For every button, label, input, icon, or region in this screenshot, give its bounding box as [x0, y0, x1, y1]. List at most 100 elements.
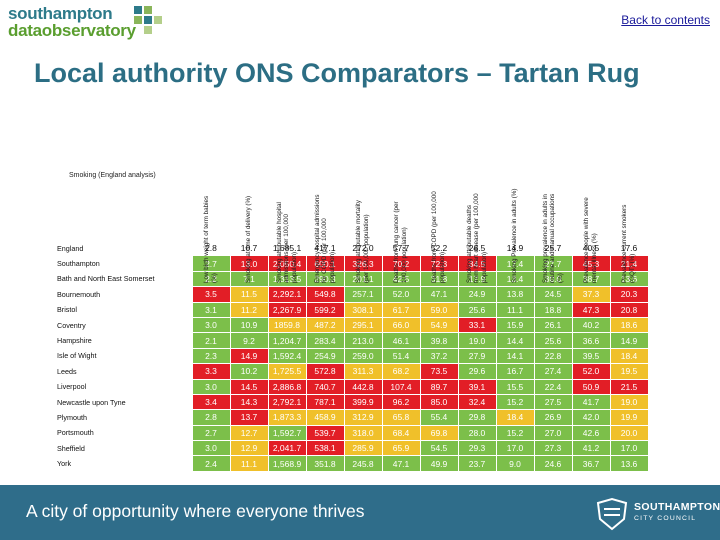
table-cell: 15.2	[496, 425, 535, 442]
column-header-line: Emergency hospital admissions	[313, 194, 321, 283]
table-cell: 2,886.8	[268, 379, 307, 395]
table-cell: 36.6	[572, 332, 611, 349]
table-cell: 54.5	[420, 440, 459, 457]
footer-banner: A city of opportunity where everyone thr…	[0, 485, 720, 540]
table-cell: 42.6	[572, 425, 611, 442]
table-cell: 30.0	[534, 271, 573, 288]
column-header: Emergency hospital admissions for COPD (p…	[306, 110, 345, 283]
council-name-line2: CITY COUNCIL	[634, 515, 697, 522]
column-header-line: (per 100,000 population)	[363, 214, 370, 283]
table-row: England 2.8 10.7 1,685.1 417.1 272.0 57.7 52.2 2…	[55, 240, 649, 257]
table-cell: 272.0	[344, 240, 383, 257]
table-cell: 41.2	[572, 440, 611, 457]
table-cell: 37.2	[420, 348, 459, 365]
table-cell: 9.2	[230, 332, 269, 349]
area-name: York	[55, 455, 193, 472]
table-cell: 27.0	[534, 425, 573, 442]
table-cell: 21.5	[610, 379, 649, 395]
table-cell: 73.5	[420, 363, 459, 380]
table-row: Isle of Wight 2.3 14.9 1,592.4 254.9 259.0 51.…	[55, 348, 649, 365]
table-cell: 15.2	[496, 394, 535, 411]
table-cell: 52.2	[420, 240, 459, 257]
table-cell: 20.0	[610, 425, 649, 442]
table-cell: 13.8	[496, 286, 535, 303]
table-cell: 45.3	[572, 255, 611, 272]
table-cell: 10.9	[230, 317, 269, 334]
table-cell: 13.4	[496, 271, 535, 288]
table-cell: 22.4	[534, 379, 573, 395]
table-row: Coventry 3.0 10.9 1859.8 487.2 295.1 66.0 54.9 3…	[55, 317, 649, 334]
table-cell: 25.7	[534, 240, 573, 257]
column-header-line: 100,000 population)	[401, 227, 408, 283]
column-header-line: Smoking attributable hospital	[275, 202, 283, 283]
table-cell: 20.8	[610, 302, 649, 318]
area-name: Bournemouth	[55, 286, 193, 303]
table-cell: 14.5	[230, 379, 269, 395]
table-cell: 740.7	[306, 379, 345, 395]
table-cell: 14.9	[496, 240, 535, 257]
table-cell: 17.9	[458, 271, 497, 288]
table-cell: 19.9	[610, 409, 649, 426]
table-cell: 538.1	[306, 440, 345, 457]
table-corner-label: Smoking (England analysis)	[55, 110, 193, 241]
table-cell: 572.8	[306, 363, 345, 380]
table-cell: 39.5	[572, 348, 611, 365]
column-header-line: (%)	[556, 273, 564, 283]
table-cell: 1,204.7	[268, 332, 307, 349]
table-cell: 17.0	[610, 440, 649, 457]
southampton-data-observatory-logo: southampton dataobservatory	[8, 4, 208, 40]
table-cell: 3.0	[192, 379, 231, 395]
column-header-line: population)	[328, 251, 336, 283]
table-cell: 22.8	[534, 348, 573, 365]
table-cell: 295.1	[344, 317, 383, 334]
area-name: Leeds	[55, 363, 193, 380]
page-title: Local authority ONS Comparators – Tartan…	[34, 58, 640, 88]
table-cell: 442.8	[344, 379, 383, 395]
table-cell: 47.3	[572, 302, 611, 318]
column-header: Smoking attributable hospital admissions …	[268, 110, 307, 283]
table-cell: 13.0	[230, 255, 269, 272]
table-cell: 2.1	[192, 332, 231, 349]
table-cell: 68.4	[382, 425, 421, 442]
table-cell: 539.7	[306, 425, 345, 442]
table-cell: 39.8	[420, 332, 459, 349]
column-header-line: admissions (per 100,000	[283, 214, 291, 283]
table-cell: 245.8	[344, 455, 383, 472]
table-cell: 33.1	[458, 317, 497, 334]
table-cell: 18.6	[610, 317, 649, 334]
table-cell: 11.1	[496, 302, 535, 318]
area-name: Bath and North East Somerset	[55, 271, 193, 288]
table-cell: 46.1	[382, 332, 421, 349]
table-cell: 18.4	[610, 348, 649, 365]
table-row: Bath and North East Somerset 2.2 7.1 1,313.…	[55, 271, 649, 288]
column-header-line: Smoking attributable mortality	[355, 200, 363, 283]
table-cell: 57.7	[382, 240, 421, 257]
table-cell: 257.1	[344, 286, 383, 303]
area-name: Sheffield	[55, 440, 193, 457]
back-to-contents-link[interactable]: Back to contents	[621, 13, 710, 27]
table-cell: 2.8	[192, 409, 231, 426]
table-cell: 40.2	[572, 317, 611, 334]
table-cell: 487.2	[306, 317, 345, 334]
table-cell: 599.2	[306, 302, 345, 318]
table-cell: 458.9	[306, 409, 345, 426]
column-header: Smoking attributable deaths from heart di…	[458, 110, 497, 283]
table-cell: 54.9	[420, 317, 459, 334]
column-header: Low birth weight of term babies (%)	[192, 110, 231, 283]
table-cell: 13.7	[230, 409, 269, 426]
area-name: Isle of Wight	[55, 348, 193, 365]
table-row: Leeds 3.3 10.2 1,725.5 572.8 311.3 68.2 73.5 29.…	[55, 363, 649, 380]
table-cell: 308.1	[344, 302, 383, 318]
table-cell: 326.3	[344, 255, 383, 272]
column-header-line: Smoking prevalence in adults in	[541, 194, 549, 283]
column-header: Smoking prevalence in adults in routine a…	[534, 110, 573, 283]
footer-tagline: A city of opportunity where everyone thr…	[26, 501, 365, 521]
table-cell: 17.6	[610, 240, 649, 257]
table-cell: 16.7	[496, 363, 535, 380]
column-header-line: population)	[439, 251, 446, 283]
table-cell: 9.0	[496, 455, 535, 472]
table-row: Hampshire 2.1 9.2 1,204.7 283.4 213.0 46.1 39.8…	[55, 332, 649, 349]
table-cell: 3.3	[192, 363, 231, 380]
table-row: Sheffield 3.0 12.9 2,041.7 538.1 285.9 65.9 54.…	[55, 440, 649, 457]
table-cell: 2.4	[192, 455, 231, 472]
